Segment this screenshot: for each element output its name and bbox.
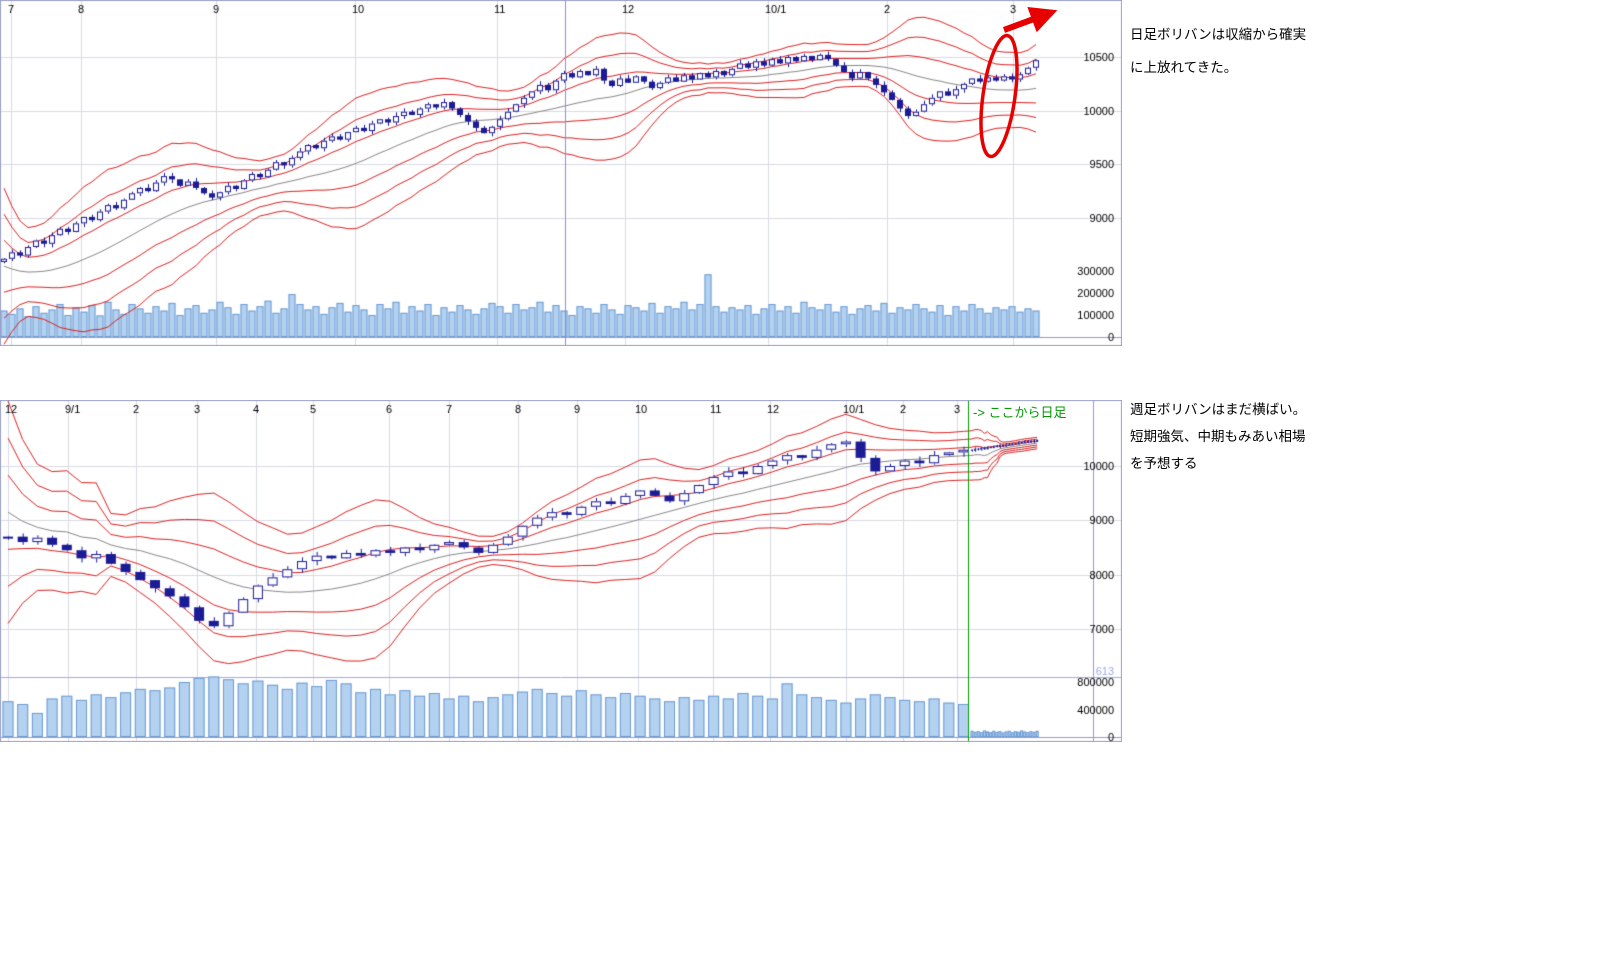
note-line: に上放れてきた。 (1130, 60, 1238, 75)
note-line: 短期強気、中期もみあい相場 (1130, 429, 1306, 444)
weekly-chart: -> ここから日足 (0, 400, 1122, 742)
daily-chart (0, 0, 1122, 346)
note-line: 日足ボリバンは収縮から確実 (1130, 27, 1307, 42)
weekly-note: 週足ボリバンはまだ横ばい。 短期強気、中期もみあい相場 を予想する (1130, 396, 1306, 477)
daily-chart-canvas (0, 0, 1122, 346)
daily-note: 日足ボリバンは収縮から確実 に上放れてきた。 (1130, 18, 1306, 84)
note-line: 週足ボリバンはまだ横ばい。 (1130, 402, 1307, 417)
green-note: -> ここから日足 (973, 405, 1067, 420)
note-line: を予想する (1130, 456, 1198, 471)
weekly-chart-canvas (0, 400, 1122, 742)
